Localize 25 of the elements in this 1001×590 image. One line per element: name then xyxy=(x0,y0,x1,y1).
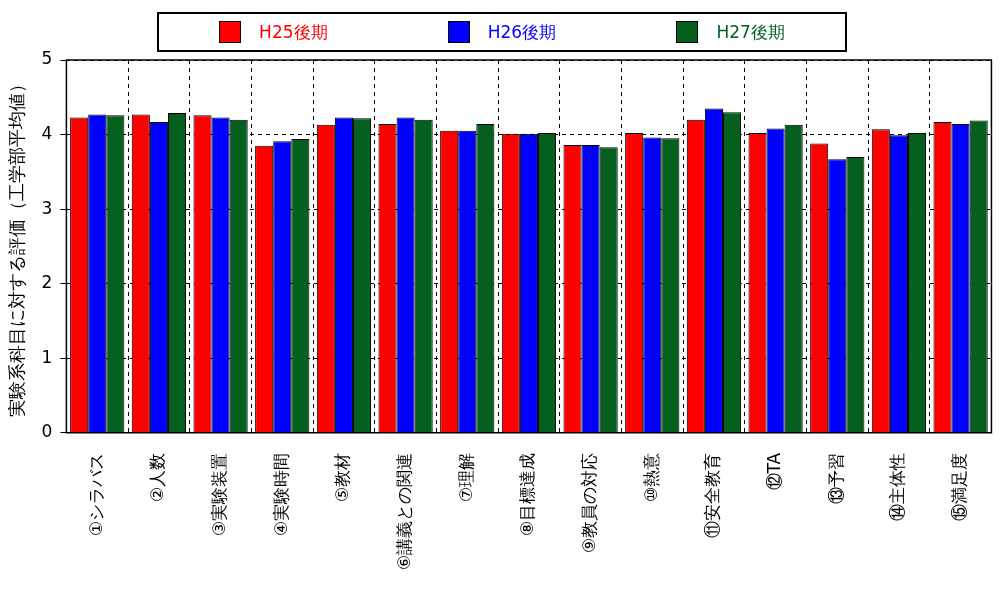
y-tick-label: 5 xyxy=(41,48,53,69)
x-tick-label: ①シラバス xyxy=(85,452,106,537)
x-tick-label: ⑬予習 xyxy=(825,452,846,504)
x-tick-label: ③実験装置 xyxy=(209,452,230,537)
x-tick-label: ⑩熱意 xyxy=(640,452,661,503)
x-tick-label: ⑥講義との関連 xyxy=(394,452,415,571)
x-tick-label: ⑮満足度 xyxy=(949,452,970,521)
y-tick-label: 4 xyxy=(41,122,53,143)
x-tick-label: ⑤教材 xyxy=(332,452,353,503)
y-tick-label: 3 xyxy=(41,197,53,218)
x-tick-label: ⑪安全教育 xyxy=(702,452,723,538)
x-tick-label: ⑧目標達成 xyxy=(517,452,538,537)
x-tick-label: ②人数 xyxy=(147,452,168,503)
legend-label: H27後期 xyxy=(716,20,785,44)
legend-label: H26後期 xyxy=(487,20,557,44)
legend-label: H25後期 xyxy=(259,20,328,44)
y-tick-label: 1 xyxy=(41,346,53,367)
x-tick-label: ⑫TA xyxy=(764,452,785,491)
x-tick-label: ④実験時間 xyxy=(270,452,291,537)
x-tick-label: ⑦理解 xyxy=(455,452,476,503)
y-tick-label: 0 xyxy=(41,421,53,442)
x-tick-label: ⑭主体性 xyxy=(887,452,908,521)
y-axis-title: 実験系科目に対する評価（工学部平均値） xyxy=(6,75,28,418)
x-tick-label: ⑨教員の対応 xyxy=(579,452,600,554)
y-tick-label: 2 xyxy=(41,272,53,293)
